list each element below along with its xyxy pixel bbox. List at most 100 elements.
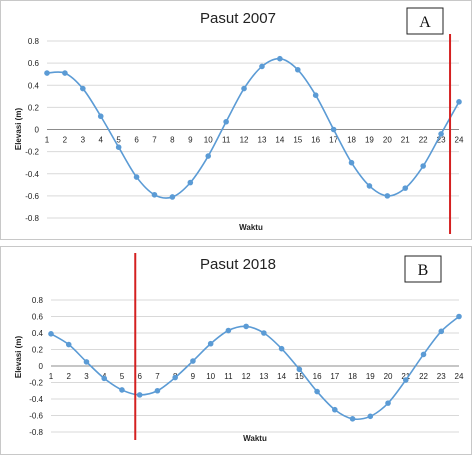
x-tick-label: 19 [366, 372, 375, 381]
y-tick-label: 0.2 [32, 346, 44, 355]
x-tick-label: 24 [455, 136, 464, 145]
series-line [50, 315, 460, 421]
data-point [205, 153, 212, 159]
data-point [314, 388, 320, 395]
chart-b-letter-box [404, 255, 442, 283]
x-tick-label: 2 [67, 372, 72, 381]
x-tick-label: 13 [258, 136, 267, 145]
series-line [46, 57, 460, 199]
x-tick-label: 12 [240, 136, 249, 145]
data-point [154, 387, 161, 394]
x-tick-label: 3 [84, 372, 89, 381]
chart-panel-a: Pasut 2007 A Waktu Elevasi (m) 0.8 0.6 0.4… [0, 0, 472, 240]
data-point [384, 193, 391, 199]
x-tick-label: 1 [49, 372, 54, 381]
chart-a-plot: 0.80.60.40.20-0.2-0.4-0.6-0.81 2 3 4 5 6 7 8 9 10… [25, 34, 464, 234]
data-point [119, 387, 125, 393]
y-tick-label: 0.6 [28, 59, 40, 68]
data-point [48, 331, 54, 337]
x-tick-label: 19 [365, 136, 374, 145]
x-tick-label: 18 [348, 372, 357, 381]
data-point [438, 131, 444, 137]
x-tick-label: 23 [437, 136, 446, 145]
x-tick-label: 5 [120, 372, 125, 381]
x-tick-label: 22 [419, 136, 428, 145]
x-tick-label: 1 [45, 136, 50, 145]
x-tick-label: 6 [137, 372, 142, 381]
x-tick-label: 5 [116, 136, 121, 145]
chart-b-ylabel: Elevasi (m) [14, 336, 23, 379]
x-tick-label: 6 [134, 136, 139, 145]
y-tick-label: 0.4 [32, 329, 44, 338]
x-tick-label: 10 [206, 372, 215, 381]
x-tick-label: 9 [191, 372, 196, 381]
chart-b-letter: B [418, 262, 429, 279]
y-tick-label: -0.2 [25, 148, 39, 157]
data-point [62, 70, 68, 76]
data-point [241, 85, 247, 92]
x-tick-label: 22 [419, 372, 428, 381]
y-tick-label: -0.6 [25, 192, 39, 201]
y-tick-label: -0.8 [29, 428, 43, 437]
x-tick-label: 16 [313, 372, 322, 381]
data-point [456, 313, 462, 320]
x-tick-label: 15 [293, 136, 302, 145]
data-point [261, 330, 267, 336]
y-tick-label: -0.8 [25, 214, 39, 223]
data-point [367, 413, 374, 420]
data-point [330, 126, 337, 133]
y-tick-label: 0 [35, 126, 40, 135]
data-point [101, 375, 108, 382]
x-tick-label: 18 [347, 136, 356, 145]
y-tick-label: -0.4 [25, 170, 39, 179]
data-point [65, 341, 72, 348]
data-point [348, 159, 355, 166]
x-tick-label: 4 [99, 136, 104, 145]
data-point [151, 191, 158, 198]
data-point [44, 70, 50, 76]
x-tick-label: 7 [155, 372, 160, 381]
y-tick-label: -0.2 [29, 379, 43, 388]
x-tick-label: 23 [437, 372, 446, 381]
y-tick-label: -0.4 [29, 395, 43, 404]
data-point [187, 179, 194, 186]
data-point [97, 113, 104, 120]
y-tick-label: 0.8 [28, 37, 40, 46]
chart-b-svg: Pasut 2018 B Waktu Elevasi (m) 0.8 0.6 0.4… [14, 253, 464, 443]
y-tick-label: 0.4 [28, 81, 40, 90]
chart-a-letter-box [406, 7, 444, 35]
x-tick-label: 9 [188, 136, 193, 145]
data-point [225, 327, 232, 334]
data-point [385, 400, 391, 406]
data-point [259, 63, 265, 70]
x-tick-label: 11 [222, 136, 231, 145]
x-tick-label: 14 [277, 372, 286, 381]
data-point [223, 118, 229, 125]
data-point [172, 374, 178, 381]
data-point [115, 144, 122, 150]
data-point [294, 66, 301, 73]
x-tick-label: 20 [383, 136, 392, 145]
x-tick-label: 3 [81, 136, 86, 145]
chart-b-plot: 0.80.60.40.20-0.2-0.4-0.6-0.812345678910… [29, 253, 464, 440]
y-tick-label: 0.6 [32, 313, 44, 322]
data-point [169, 194, 176, 200]
data-point [83, 359, 90, 365]
data-point [402, 377, 409, 383]
data-point [420, 351, 427, 358]
y-tick-label: 0.2 [28, 103, 40, 112]
data-point [207, 340, 214, 347]
y-tick-label: 0.8 [32, 296, 44, 305]
x-tick-label: 21 [401, 372, 410, 381]
x-tick-label: 24 [455, 372, 464, 381]
chart-b-xlabel: Waktu [243, 434, 267, 443]
data-point [80, 85, 86, 92]
data-point [402, 185, 409, 191]
y-tick-label: 0 [39, 362, 44, 371]
chart-b-title: Pasut 2018 [200, 256, 276, 273]
data-point [420, 163, 426, 169]
chart-a-xlabel: Waktu [239, 223, 263, 232]
data-point [296, 366, 303, 373]
x-tick-label: 11 [224, 372, 233, 381]
x-tick-label: 13 [259, 372, 268, 381]
